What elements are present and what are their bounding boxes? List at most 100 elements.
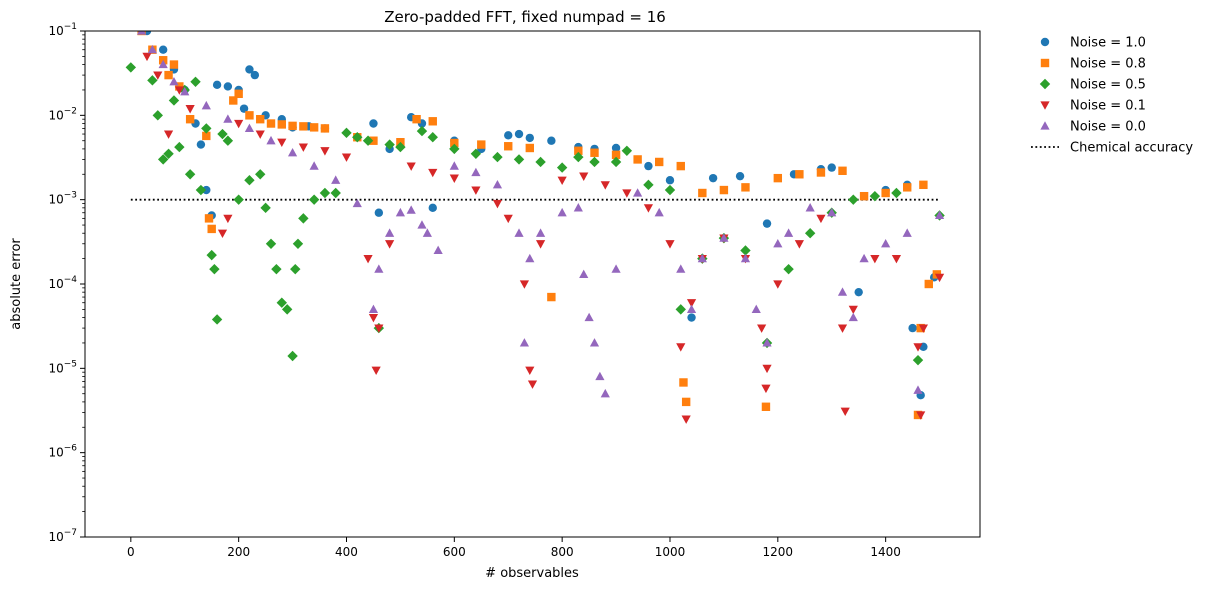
data-point bbox=[913, 410, 923, 420]
y-tick-label: 10−5 bbox=[48, 359, 77, 375]
data-point bbox=[471, 167, 481, 177]
data-point bbox=[513, 154, 525, 165]
data-point bbox=[277, 138, 287, 148]
legend-marker bbox=[1039, 78, 1051, 90]
data-point bbox=[719, 233, 729, 242]
data-point bbox=[449, 143, 460, 155]
data-point bbox=[201, 100, 211, 110]
data-point bbox=[260, 202, 271, 214]
data-point bbox=[341, 127, 352, 139]
data-point bbox=[519, 338, 530, 347]
y-tick-label: 10−3 bbox=[48, 191, 77, 207]
data-point bbox=[840, 407, 850, 417]
data-point bbox=[579, 269, 589, 278]
data-point bbox=[654, 207, 664, 217]
data-point bbox=[676, 264, 686, 273]
data-point bbox=[762, 364, 772, 374]
data-point bbox=[735, 171, 745, 181]
data-point bbox=[470, 148, 482, 159]
data-point bbox=[374, 264, 384, 273]
data-point bbox=[934, 210, 945, 220]
legend-entry-4: Noise = 0.0 bbox=[1040, 120, 1146, 135]
data-point bbox=[504, 142, 513, 151]
data-point bbox=[912, 354, 924, 366]
data-point bbox=[525, 133, 535, 143]
data-point bbox=[664, 184, 676, 196]
data-point bbox=[676, 343, 686, 352]
data-point bbox=[290, 263, 301, 275]
data-point bbox=[870, 255, 880, 264]
data-point bbox=[514, 129, 524, 139]
data-point bbox=[428, 117, 437, 126]
data-point bbox=[698, 188, 707, 198]
data-point bbox=[234, 119, 244, 129]
data-point bbox=[319, 187, 331, 199]
data-point bbox=[395, 207, 406, 217]
data-point bbox=[229, 96, 238, 105]
data-point bbox=[751, 304, 761, 313]
data-point bbox=[147, 44, 157, 54]
legend-label: Chemical accuracy bbox=[1070, 141, 1193, 156]
data-point bbox=[918, 324, 928, 333]
data-point bbox=[299, 122, 308, 131]
data-point bbox=[679, 378, 688, 387]
x-tick-label: 0 bbox=[127, 545, 135, 559]
data-point bbox=[320, 147, 330, 156]
data-point bbox=[633, 155, 642, 164]
legend: Noise = 1.0 Noise = 0.8 Noise = 0.5 Noise =… bbox=[1031, 36, 1193, 156]
legend-label: Noise = 0.1 bbox=[1070, 99, 1146, 114]
data-point bbox=[255, 169, 266, 180]
x-tick-label: 1400 bbox=[870, 545, 901, 559]
data-point bbox=[827, 207, 837, 217]
data-point bbox=[292, 238, 304, 249]
data-point bbox=[180, 87, 190, 96]
data-point bbox=[417, 220, 427, 229]
data-point bbox=[163, 148, 174, 159]
data-point bbox=[385, 228, 395, 237]
legend-marker bbox=[1040, 37, 1050, 47]
data-point bbox=[557, 207, 567, 217]
data-point bbox=[611, 143, 621, 153]
data-point bbox=[557, 176, 567, 186]
data-point bbox=[686, 299, 697, 308]
data-point bbox=[816, 214, 826, 224]
data-point bbox=[125, 62, 137, 73]
data-point bbox=[384, 139, 395, 150]
data-point bbox=[902, 228, 912, 237]
data-point bbox=[503, 214, 513, 224]
data-point bbox=[385, 240, 395, 249]
data-point bbox=[686, 304, 697, 313]
data-point bbox=[665, 240, 675, 249]
data-point bbox=[795, 170, 804, 179]
data-point bbox=[352, 198, 362, 208]
data-point bbox=[174, 86, 184, 95]
data-point bbox=[573, 203, 583, 212]
data-point bbox=[600, 388, 610, 398]
data-point bbox=[708, 173, 718, 183]
data-point bbox=[525, 253, 535, 263]
data-point bbox=[223, 114, 233, 123]
data-point bbox=[676, 161, 685, 171]
legend-label: Noise = 0.8 bbox=[1070, 57, 1146, 72]
data-point bbox=[848, 312, 858, 322]
data-point bbox=[837, 324, 848, 333]
data-point bbox=[217, 128, 228, 140]
data-point bbox=[837, 287, 848, 296]
data-point bbox=[492, 199, 503, 209]
data-point bbox=[477, 140, 486, 149]
data-point bbox=[288, 121, 297, 131]
data-point bbox=[643, 179, 654, 191]
data-point bbox=[204, 214, 214, 223]
data-point bbox=[773, 238, 783, 248]
data-point bbox=[644, 161, 653, 171]
data-point bbox=[492, 151, 503, 163]
data-point bbox=[610, 156, 622, 168]
data-point bbox=[471, 186, 481, 195]
x-tick-label: 200 bbox=[227, 545, 250, 559]
data-point bbox=[211, 314, 223, 325]
data-point bbox=[492, 180, 503, 189]
data-point bbox=[223, 82, 233, 91]
data-point bbox=[838, 166, 847, 175]
data-point bbox=[919, 180, 928, 190]
data-point bbox=[276, 297, 287, 308]
